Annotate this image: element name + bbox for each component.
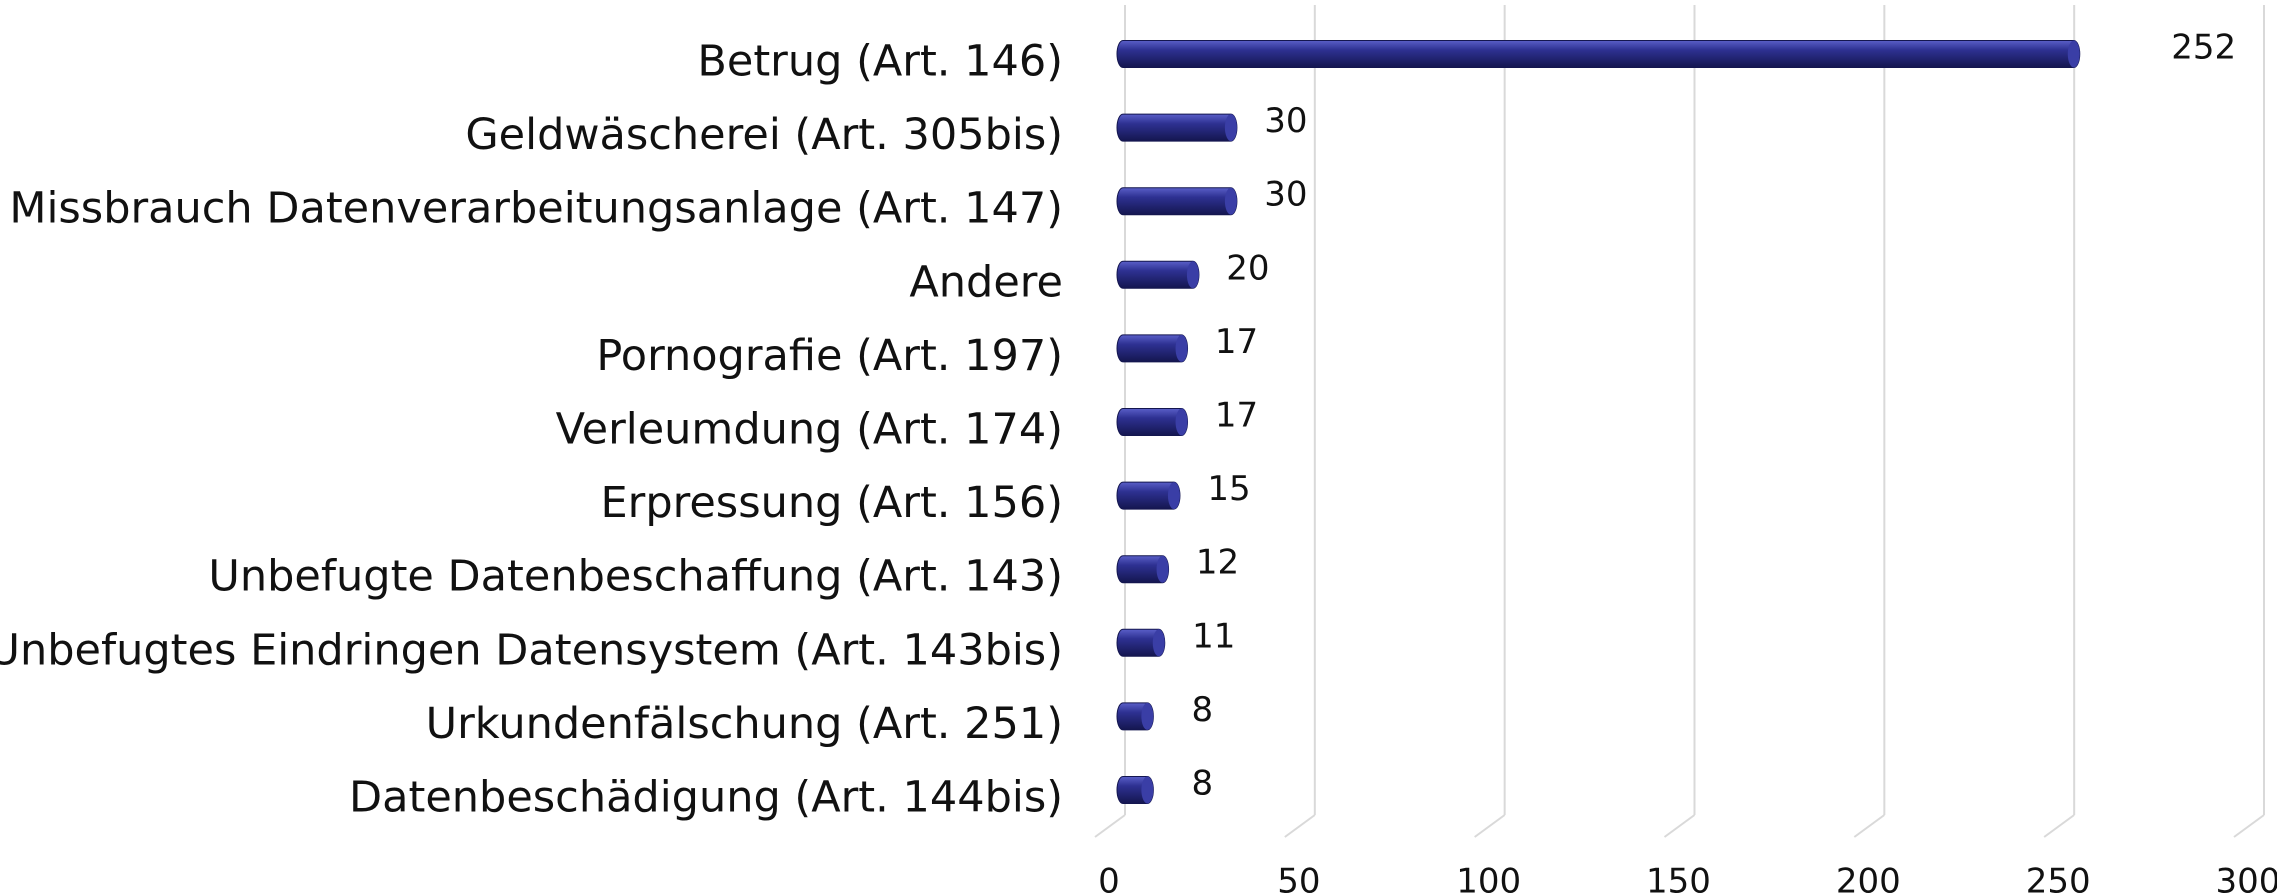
bar-cap (2067, 40, 2080, 68)
value-label: 12 (1196, 543, 1239, 583)
bar-cap (1156, 555, 1169, 583)
x-tick-label: 0 (1098, 862, 1120, 895)
value-label: 17 (1215, 322, 1258, 362)
value-label: 8 (1192, 690, 1214, 730)
bar (1116, 187, 1238, 216)
value-label: 11 (1192, 616, 1235, 656)
bar-cap (1167, 482, 1180, 510)
x-tick-label: 300 (2216, 862, 2277, 895)
bar-cap (1175, 334, 1188, 362)
x-tick-label: 150 (1646, 862, 1711, 895)
bar-cap (1152, 629, 1165, 657)
y-tick-label: Pornografie (Art. 197) (596, 331, 1063, 381)
y-tick-label: Urkundenfälschung (Art. 251) (426, 699, 1063, 749)
bar (1116, 113, 1238, 142)
x-tick-label: 50 (1277, 862, 1320, 895)
grid-line-depth (1474, 814, 1506, 838)
y-tick-label: Verleumdung (Art. 174) (556, 405, 1063, 455)
y-tick-label: Datenbeschädigung (Art. 144bis) (349, 773, 1063, 823)
bar (1116, 260, 1200, 289)
grid-line-depth (1284, 814, 1316, 838)
bar-cap (1141, 702, 1154, 730)
bar-cap (1175, 408, 1188, 436)
grid-line-depth (2043, 814, 2075, 838)
value-label: 30 (1264, 101, 1307, 141)
y-tick-label: Andere (909, 257, 1063, 307)
bar-cap (1224, 114, 1237, 142)
value-label: 17 (1215, 396, 1258, 436)
y-tick-label: Betrug (Art. 146) (697, 37, 1063, 87)
y-tick-label: Unbefugte Datenbeschaffung (Art. 143) (208, 552, 1063, 602)
grid-line-depth (1853, 814, 1885, 838)
bar-cap (1224, 187, 1237, 215)
value-label: 20 (1226, 248, 1269, 288)
value-label: 30 (1264, 175, 1307, 215)
value-label: 8 (1192, 764, 1214, 804)
y-tick-label: Missbrauch Datenverarbeitungsanlage (Art… (9, 184, 1063, 234)
grid-line-depth (1663, 814, 1696, 838)
x-tick-label: 200 (1836, 862, 1901, 895)
x-tick-label: 100 (1456, 862, 1521, 895)
y-tick-label: Erpressung (Art. 156) (600, 478, 1063, 528)
value-label: 252 (2171, 28, 2236, 68)
bar-cap (1186, 261, 1199, 289)
bar-cap (1141, 776, 1154, 804)
grid-line-depth (1094, 814, 1126, 838)
y-tick-label: Geldwäscherei (Art. 305bis) (465, 110, 1063, 160)
grid-line-depth (2233, 814, 2265, 838)
x-tick-label: 250 (2026, 862, 2091, 895)
value-label: 15 (1207, 469, 1250, 509)
y-tick-label: Unbefugtes Eindringen Datensystem (Art. … (0, 625, 1063, 675)
bar (1116, 40, 2081, 68)
